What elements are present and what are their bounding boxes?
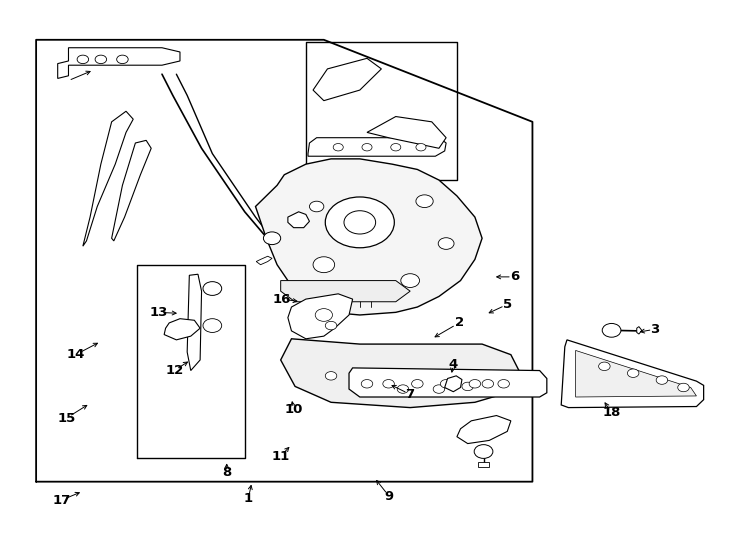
Text: 16: 16: [273, 293, 291, 306]
Polygon shape: [164, 319, 200, 340]
Polygon shape: [575, 350, 697, 397]
Circle shape: [469, 380, 481, 388]
Circle shape: [325, 372, 337, 380]
Polygon shape: [445, 376, 462, 392]
Circle shape: [333, 144, 344, 151]
Text: 7: 7: [406, 388, 415, 401]
Circle shape: [325, 197, 394, 248]
Circle shape: [440, 380, 452, 388]
Polygon shape: [349, 368, 547, 397]
Circle shape: [203, 282, 222, 295]
Polygon shape: [280, 281, 410, 302]
Polygon shape: [562, 340, 704, 408]
Polygon shape: [255, 159, 482, 315]
Polygon shape: [288, 294, 352, 339]
Circle shape: [416, 195, 433, 207]
Polygon shape: [280, 339, 522, 408]
Text: 2: 2: [454, 316, 464, 329]
Text: 9: 9: [385, 490, 394, 503]
Text: 8: 8: [222, 465, 231, 478]
Polygon shape: [367, 117, 446, 148]
Circle shape: [344, 211, 376, 234]
Polygon shape: [187, 274, 202, 370]
Circle shape: [474, 444, 493, 458]
Polygon shape: [636, 327, 642, 334]
Circle shape: [498, 380, 509, 388]
Circle shape: [264, 232, 280, 245]
Circle shape: [361, 380, 373, 388]
Circle shape: [416, 144, 426, 151]
Polygon shape: [313, 58, 382, 100]
Circle shape: [602, 323, 621, 337]
Circle shape: [677, 383, 689, 392]
Circle shape: [77, 55, 89, 64]
Text: 6: 6: [510, 271, 519, 284]
Text: 12: 12: [165, 364, 184, 377]
Circle shape: [397, 385, 409, 393]
Polygon shape: [457, 416, 511, 443]
Polygon shape: [479, 462, 489, 467]
Polygon shape: [308, 138, 446, 156]
Circle shape: [599, 362, 610, 370]
Text: 3: 3: [650, 323, 659, 336]
Circle shape: [203, 319, 222, 333]
Text: 11: 11: [272, 450, 290, 463]
Text: 4: 4: [448, 357, 458, 370]
Circle shape: [362, 144, 372, 151]
Circle shape: [383, 380, 394, 388]
Circle shape: [628, 369, 639, 377]
Text: 10: 10: [285, 403, 303, 416]
Text: 13: 13: [149, 306, 167, 319]
Circle shape: [462, 382, 473, 390]
Text: 1: 1: [244, 492, 253, 505]
Circle shape: [117, 55, 128, 64]
Polygon shape: [58, 48, 180, 78]
Circle shape: [401, 274, 420, 287]
Polygon shape: [112, 140, 151, 241]
Circle shape: [310, 201, 324, 212]
Circle shape: [412, 380, 423, 388]
Circle shape: [433, 385, 445, 393]
Text: 17: 17: [52, 494, 70, 507]
Polygon shape: [288, 212, 310, 228]
Circle shape: [390, 144, 401, 151]
Text: 18: 18: [603, 407, 621, 420]
Text: 14: 14: [67, 348, 85, 361]
Circle shape: [315, 309, 333, 321]
Polygon shape: [83, 111, 133, 246]
Circle shape: [95, 55, 106, 64]
Polygon shape: [256, 256, 272, 265]
Circle shape: [325, 321, 337, 330]
Circle shape: [438, 238, 454, 249]
Circle shape: [656, 376, 668, 384]
Circle shape: [482, 380, 493, 388]
Circle shape: [313, 256, 335, 273]
Text: 5: 5: [503, 298, 512, 311]
Text: 15: 15: [57, 411, 76, 424]
